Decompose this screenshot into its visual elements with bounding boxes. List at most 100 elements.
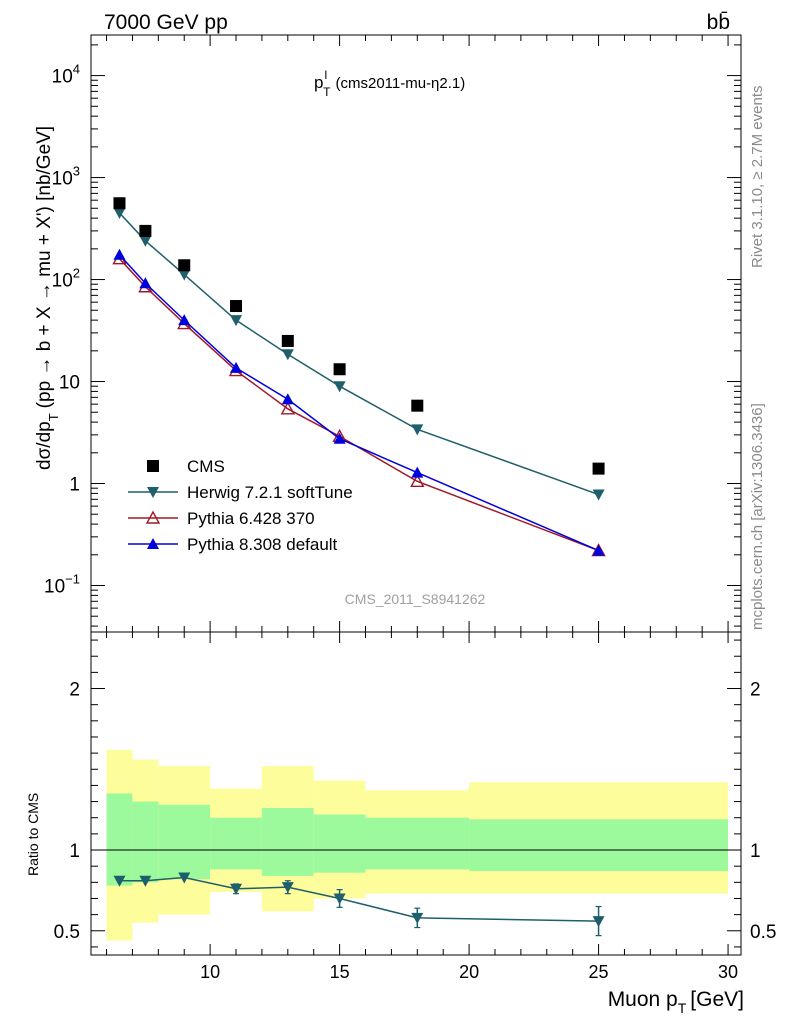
main-series xyxy=(112,197,606,557)
r-tick-label-left-0.5: 0.5 xyxy=(54,922,80,943)
green-band-5 xyxy=(313,814,366,873)
title-sup: l xyxy=(324,68,327,82)
legend-label-2: Pythia 6.428 370 xyxy=(187,509,315,528)
legend-marker-3 xyxy=(147,538,159,549)
series-0-point-6 xyxy=(411,399,424,412)
legend: CMS Herwig 7.2.1 softTune Pythia 6.428 370… xyxy=(128,457,353,554)
series-1-point-1 xyxy=(139,235,152,247)
series-2-point-6 xyxy=(410,473,425,488)
r-tick-label-right-0.5: 0.5 xyxy=(750,922,776,943)
y-tick-base-5: 10 xyxy=(52,67,73,88)
series-0-point-0 xyxy=(113,197,126,210)
series-0-point-2 xyxy=(178,259,191,272)
title-sub: T xyxy=(323,85,331,99)
legend-label-1: Herwig 7.2.1 softTune xyxy=(187,483,353,502)
y-tick-base-2: 10 xyxy=(59,373,80,394)
series-1-point-2 xyxy=(178,269,191,281)
series-line-3 xyxy=(118,254,599,552)
series-0-point-3 xyxy=(230,300,243,313)
series-3-point-5 xyxy=(333,432,346,444)
legend-label-3: Pythia 8.308 default xyxy=(187,535,338,554)
x-axis-label: Muon pT [GeV] xyxy=(608,988,744,1016)
ratio-point-3 xyxy=(230,883,243,895)
green-band-1 xyxy=(132,801,159,883)
series-1-point-0 xyxy=(113,207,126,219)
ratio-frame xyxy=(90,631,742,956)
y-tick-base-4: 10 xyxy=(52,169,73,190)
x-tick-label-25: 25 xyxy=(589,962,609,982)
series-1-point-7 xyxy=(592,489,605,501)
series-3-point-0 xyxy=(113,248,126,260)
series-line-2 xyxy=(118,258,599,552)
legend-marker-2 xyxy=(145,510,161,524)
title-p: p xyxy=(314,73,323,92)
y-label-sub: T xyxy=(46,413,61,421)
series-0-point-5 xyxy=(333,363,346,376)
series-line-1 xyxy=(118,212,599,496)
ratio-series xyxy=(113,872,605,937)
ratio-y-label: Ratio to CMS xyxy=(25,793,41,876)
series-1-point-3 xyxy=(230,315,243,327)
x-tick-label-20: 20 xyxy=(459,962,479,982)
series-3-point-1 xyxy=(139,277,152,289)
y-tick-label-4: 103 xyxy=(52,164,80,190)
green-band-0 xyxy=(106,793,133,886)
series-0-point-7 xyxy=(592,462,605,475)
series-3-point-2 xyxy=(178,314,191,326)
series-3-point-7 xyxy=(592,544,605,556)
green-band-4 xyxy=(261,808,314,876)
header-right: bb̄ xyxy=(707,11,730,34)
y-tick-label-1: 1 xyxy=(69,475,80,496)
r-tick-label-right-2: 2 xyxy=(750,680,761,701)
y-tick-label-3: 102 xyxy=(52,266,80,292)
x-tick-label-15: 15 xyxy=(330,962,350,982)
x-tick-label-30: 30 xyxy=(718,962,738,982)
y-label-rest: (pp → b + X → mu + X') [nb/GeV] xyxy=(34,126,55,408)
series-1-point-6 xyxy=(411,424,424,436)
legend-marker-1 xyxy=(147,487,159,498)
series-1-point-5 xyxy=(333,381,346,393)
ratio-point-5 xyxy=(333,893,346,905)
ratio-point-2 xyxy=(178,872,191,884)
series-2-point-4 xyxy=(280,401,295,415)
header-left: 7000 GeV pp xyxy=(104,11,228,34)
y-tick-label-2: 10 xyxy=(59,373,80,394)
x-tick-label-10: 10 xyxy=(200,962,220,982)
main-title: pl T (cms2011-mu-η2.1) xyxy=(314,68,465,99)
series-3-point-6 xyxy=(411,466,424,478)
ratio-bands xyxy=(91,749,741,941)
series-3-point-3 xyxy=(230,361,243,373)
legend-label-0: CMS xyxy=(187,457,225,476)
y-tick-base-3: 10 xyxy=(52,271,73,292)
green-band-2 xyxy=(158,804,211,880)
x-label-sub: T xyxy=(678,1000,687,1016)
green-band-6 xyxy=(365,817,470,870)
y-tick-exp-5: 4 xyxy=(73,62,80,77)
ratio-point-4 xyxy=(281,882,294,894)
r-tick-label-right-1: 1 xyxy=(750,841,761,862)
y-tick-label-0: 10−1 xyxy=(44,572,80,598)
y-label-main: dσ/dp xyxy=(34,421,55,470)
y-tick-exp-0: −1 xyxy=(65,572,80,587)
y-tick-exp-4: 3 xyxy=(73,164,80,179)
r-tick-label-left-2: 2 xyxy=(69,680,80,701)
side-label-mcplots: mcplots.cern.ch [arXiv:1306.3436] xyxy=(749,403,766,630)
green-band-3 xyxy=(210,817,262,870)
r-tick-label-left-1: 1 xyxy=(69,841,80,862)
watermark: CMS_2011_S8941262 xyxy=(345,591,486,607)
y-tick-label-5: 104 xyxy=(52,62,80,88)
series-3-point-4 xyxy=(281,393,294,405)
ratio-line-0 xyxy=(119,876,599,922)
legend-marker-0 xyxy=(147,460,159,472)
y-tick-base-1: 1 xyxy=(69,475,80,496)
side-label-rivet: Rivet 3.1.10, ≥ 2.7M events xyxy=(749,86,766,269)
y-tick-exp-3: 2 xyxy=(73,266,80,281)
green-band-7 xyxy=(469,819,729,872)
series-0-point-4 xyxy=(281,334,294,347)
ratio-point-6 xyxy=(411,912,424,924)
series-0-point-1 xyxy=(139,224,152,237)
series-1-point-4 xyxy=(281,349,294,361)
ratio-point-1 xyxy=(139,875,152,887)
